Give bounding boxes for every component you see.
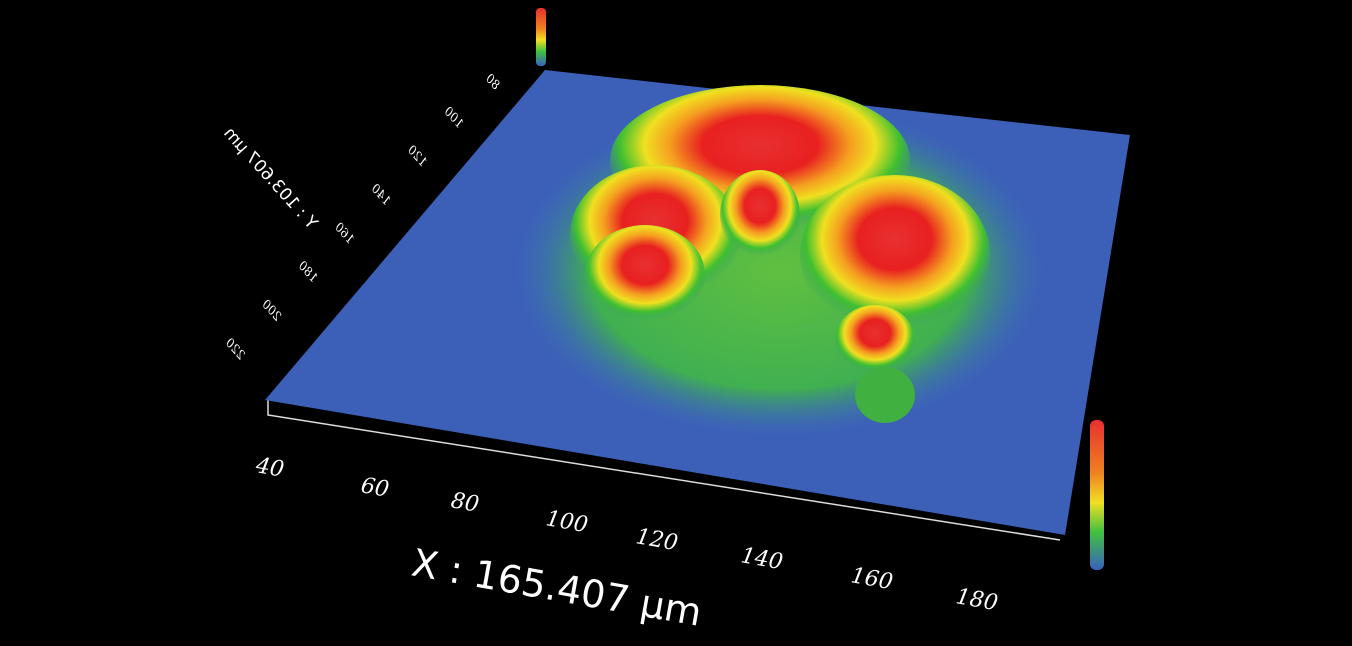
color-bar [1090,420,1104,570]
surface-view: X : 165.407 µm Y : 103.607 µm 4060801001… [0,0,1352,646]
page: X : 165.407 µm Y : 103.607 µm 4060801001… [0,0,1352,646]
peak [585,225,705,325]
x-tick-label: 40 [253,453,286,483]
x-tick-label: 60 [359,473,391,502]
peak [835,305,915,375]
peak [855,367,915,423]
x-tick-label: 80 [449,488,481,517]
peak [720,170,800,260]
color-bar [536,8,546,66]
